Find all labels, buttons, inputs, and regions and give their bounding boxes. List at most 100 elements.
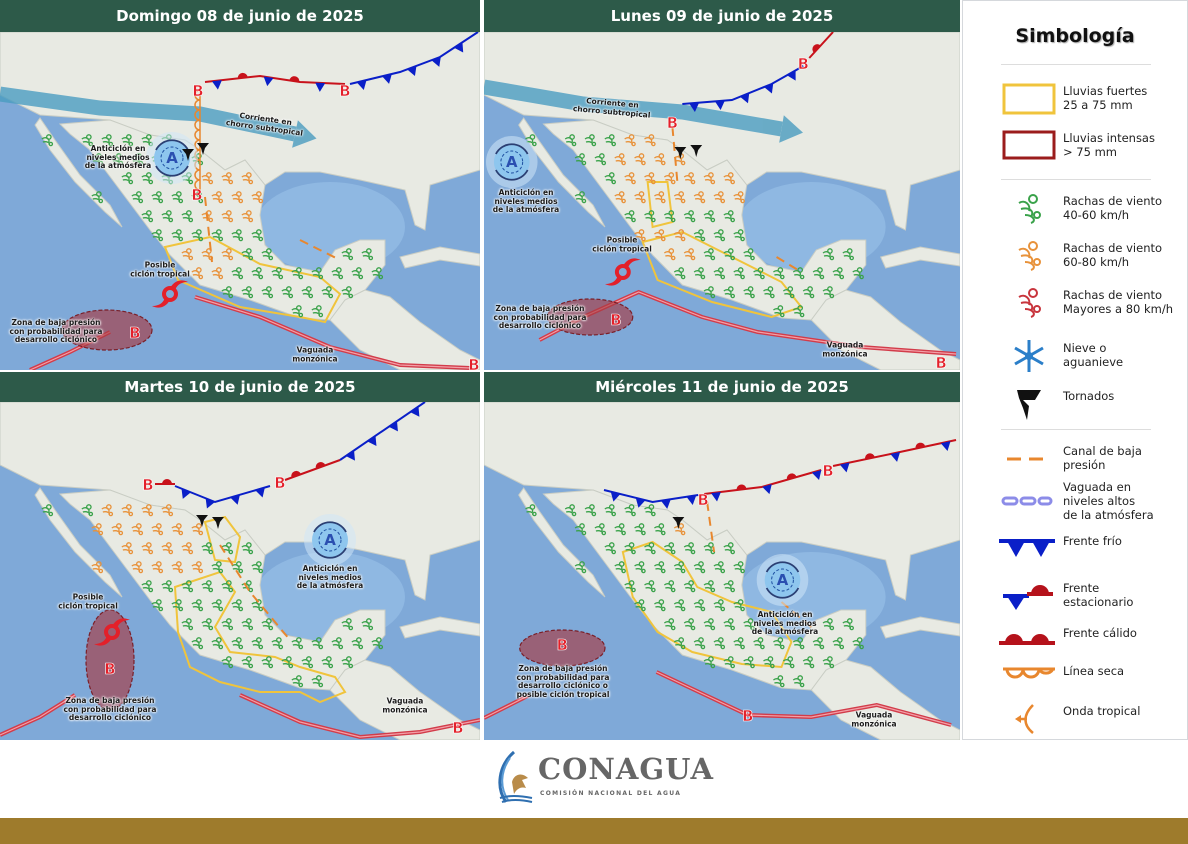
low-pressure-letter: B — [742, 707, 753, 725]
wind-gust-icon — [634, 599, 646, 612]
wind-gust-icon — [171, 599, 184, 612]
legend-label: Nieve o aguanieve — [1063, 341, 1124, 369]
wind-gust-icon — [261, 656, 274, 669]
wind-gust-icon — [782, 656, 795, 669]
monsoon-trough — [239, 693, 480, 740]
wind-gust-icon — [773, 305, 785, 318]
weather-map: A B B B B — [0, 402, 480, 740]
warm-front — [284, 459, 341, 481]
wind-gust-icon — [251, 229, 264, 242]
anticyclone-icon: A — [304, 514, 356, 566]
wind-gust-icon — [723, 210, 735, 223]
tornado-icon — [690, 145, 703, 157]
stationary-front — [704, 469, 822, 502]
legend-item: Frente cálido — [963, 623, 1188, 663]
low-pressure-zone — [546, 298, 634, 336]
wind-gust-icon — [171, 523, 184, 536]
wind-gust-icon — [792, 267, 805, 280]
wind-gust-icon — [703, 656, 716, 669]
wind-gust-icon — [574, 191, 587, 204]
monsoon-trough — [484, 693, 531, 720]
wind-gust-icon — [351, 267, 364, 280]
wind-gust-icon — [654, 191, 666, 204]
wind-gust-icon — [525, 134, 537, 147]
panel-title: Domingo 08 de junio de 2025 — [0, 0, 480, 32]
legend-label: Frente estacionario — [1063, 581, 1134, 609]
wind-gust-icon — [683, 542, 696, 555]
high-pressure-letter: A — [166, 149, 178, 167]
wind-gust-icon — [654, 153, 666, 166]
low-pressure-zone — [85, 609, 135, 711]
wind-gust-icon — [673, 523, 686, 536]
wind-gust-icon — [782, 286, 795, 299]
low-pressure-letter: B — [610, 311, 621, 329]
wind-gust-icon — [131, 153, 144, 166]
wind-gust-icon — [743, 248, 755, 261]
yellow-box-icon — [1002, 83, 1056, 115]
wind-gust-icon — [91, 153, 104, 166]
legend-title: Simbología — [1015, 25, 1135, 47]
wind-gust-icon — [644, 172, 656, 185]
wind-gust-icon — [683, 172, 696, 185]
heavy-rain-area — [163, 235, 342, 324]
low-zone-label: Zona de baja presión con probabilidad pa… — [493, 304, 587, 331]
jet-stream-arrow — [0, 86, 317, 148]
wind-gust-icon — [634, 561, 646, 574]
monsoon-trough-label: Vaguada monzónica — [822, 340, 868, 358]
wind-gust-icon — [231, 191, 244, 204]
wind-gust-icon — [311, 305, 324, 318]
wind-gust-icon — [81, 134, 94, 147]
logo-name: CONAGUA — [538, 752, 715, 786]
wind-gust-icon — [221, 580, 234, 593]
low-pressure-zone — [61, 309, 153, 351]
wind-gust-icon — [693, 599, 706, 612]
wind-gust-icon — [663, 210, 676, 223]
weather-map: A B B B B — [484, 32, 960, 370]
wind-gust-icon — [231, 599, 244, 612]
wind-gust-icon — [111, 523, 124, 536]
divider — [1001, 64, 1151, 65]
wind-gust-icon — [773, 675, 785, 688]
wind-gust-icon — [832, 267, 845, 280]
legend-label: Rachas de viento 60-80 km/h — [1063, 241, 1163, 269]
wind-gust-icon — [121, 134, 134, 147]
wind-gust-icon — [634, 153, 646, 166]
wind-gust-icon — [81, 504, 94, 517]
wind-gust-icon — [291, 305, 304, 318]
wind-gust-icon — [842, 618, 854, 631]
anticyclone-label: Anticiclón en niveles medios de la atmós… — [84, 144, 152, 171]
panel-title: Miércoles 11 de junio de 2025 — [484, 372, 960, 402]
wind-gust-icon — [221, 210, 234, 223]
wind-gust-icon — [644, 210, 656, 223]
wind-gust-icon — [241, 210, 254, 223]
wind-gust-icon — [822, 618, 835, 631]
wind-gust-icon — [792, 637, 805, 650]
wind-gust-icon — [634, 191, 646, 204]
wind-gust-icon — [723, 542, 735, 555]
low-pressure-letter: B — [104, 660, 115, 678]
cold-front — [682, 65, 804, 113]
wind-gust-icon — [614, 561, 626, 574]
low-pressure-letter: B — [191, 186, 202, 204]
legend-label: Onda tropical — [1063, 704, 1141, 718]
wind-gust-icon — [673, 191, 686, 204]
wind-gust-icon — [792, 305, 805, 318]
wind-gust-icon — [341, 248, 354, 261]
wind-gust-icon — [723, 172, 735, 185]
cold-front-triangle — [740, 93, 750, 104]
wind-gust-icon — [171, 191, 184, 204]
legend-item: Lluvias intensas > 75 mm — [963, 128, 1188, 168]
wind-gust-icon — [723, 286, 735, 299]
wind-gust-icon — [703, 618, 716, 631]
legend-panel: Simbología Lluvias fuertes 25 a 75 mm Llu… — [962, 0, 1188, 740]
wind-gust-icon — [241, 286, 254, 299]
wind-gust-icon — [181, 210, 194, 223]
wind-gust-icon — [594, 523, 607, 536]
wind-gust-icon — [703, 210, 716, 223]
wind-gust-icon — [151, 229, 164, 242]
wind-gust-icon — [221, 618, 234, 631]
high-pressure-letter: A — [324, 531, 336, 549]
monsoon-trough-label: Vaguada monzónica — [851, 710, 897, 728]
wind-gust-icon — [683, 618, 696, 631]
